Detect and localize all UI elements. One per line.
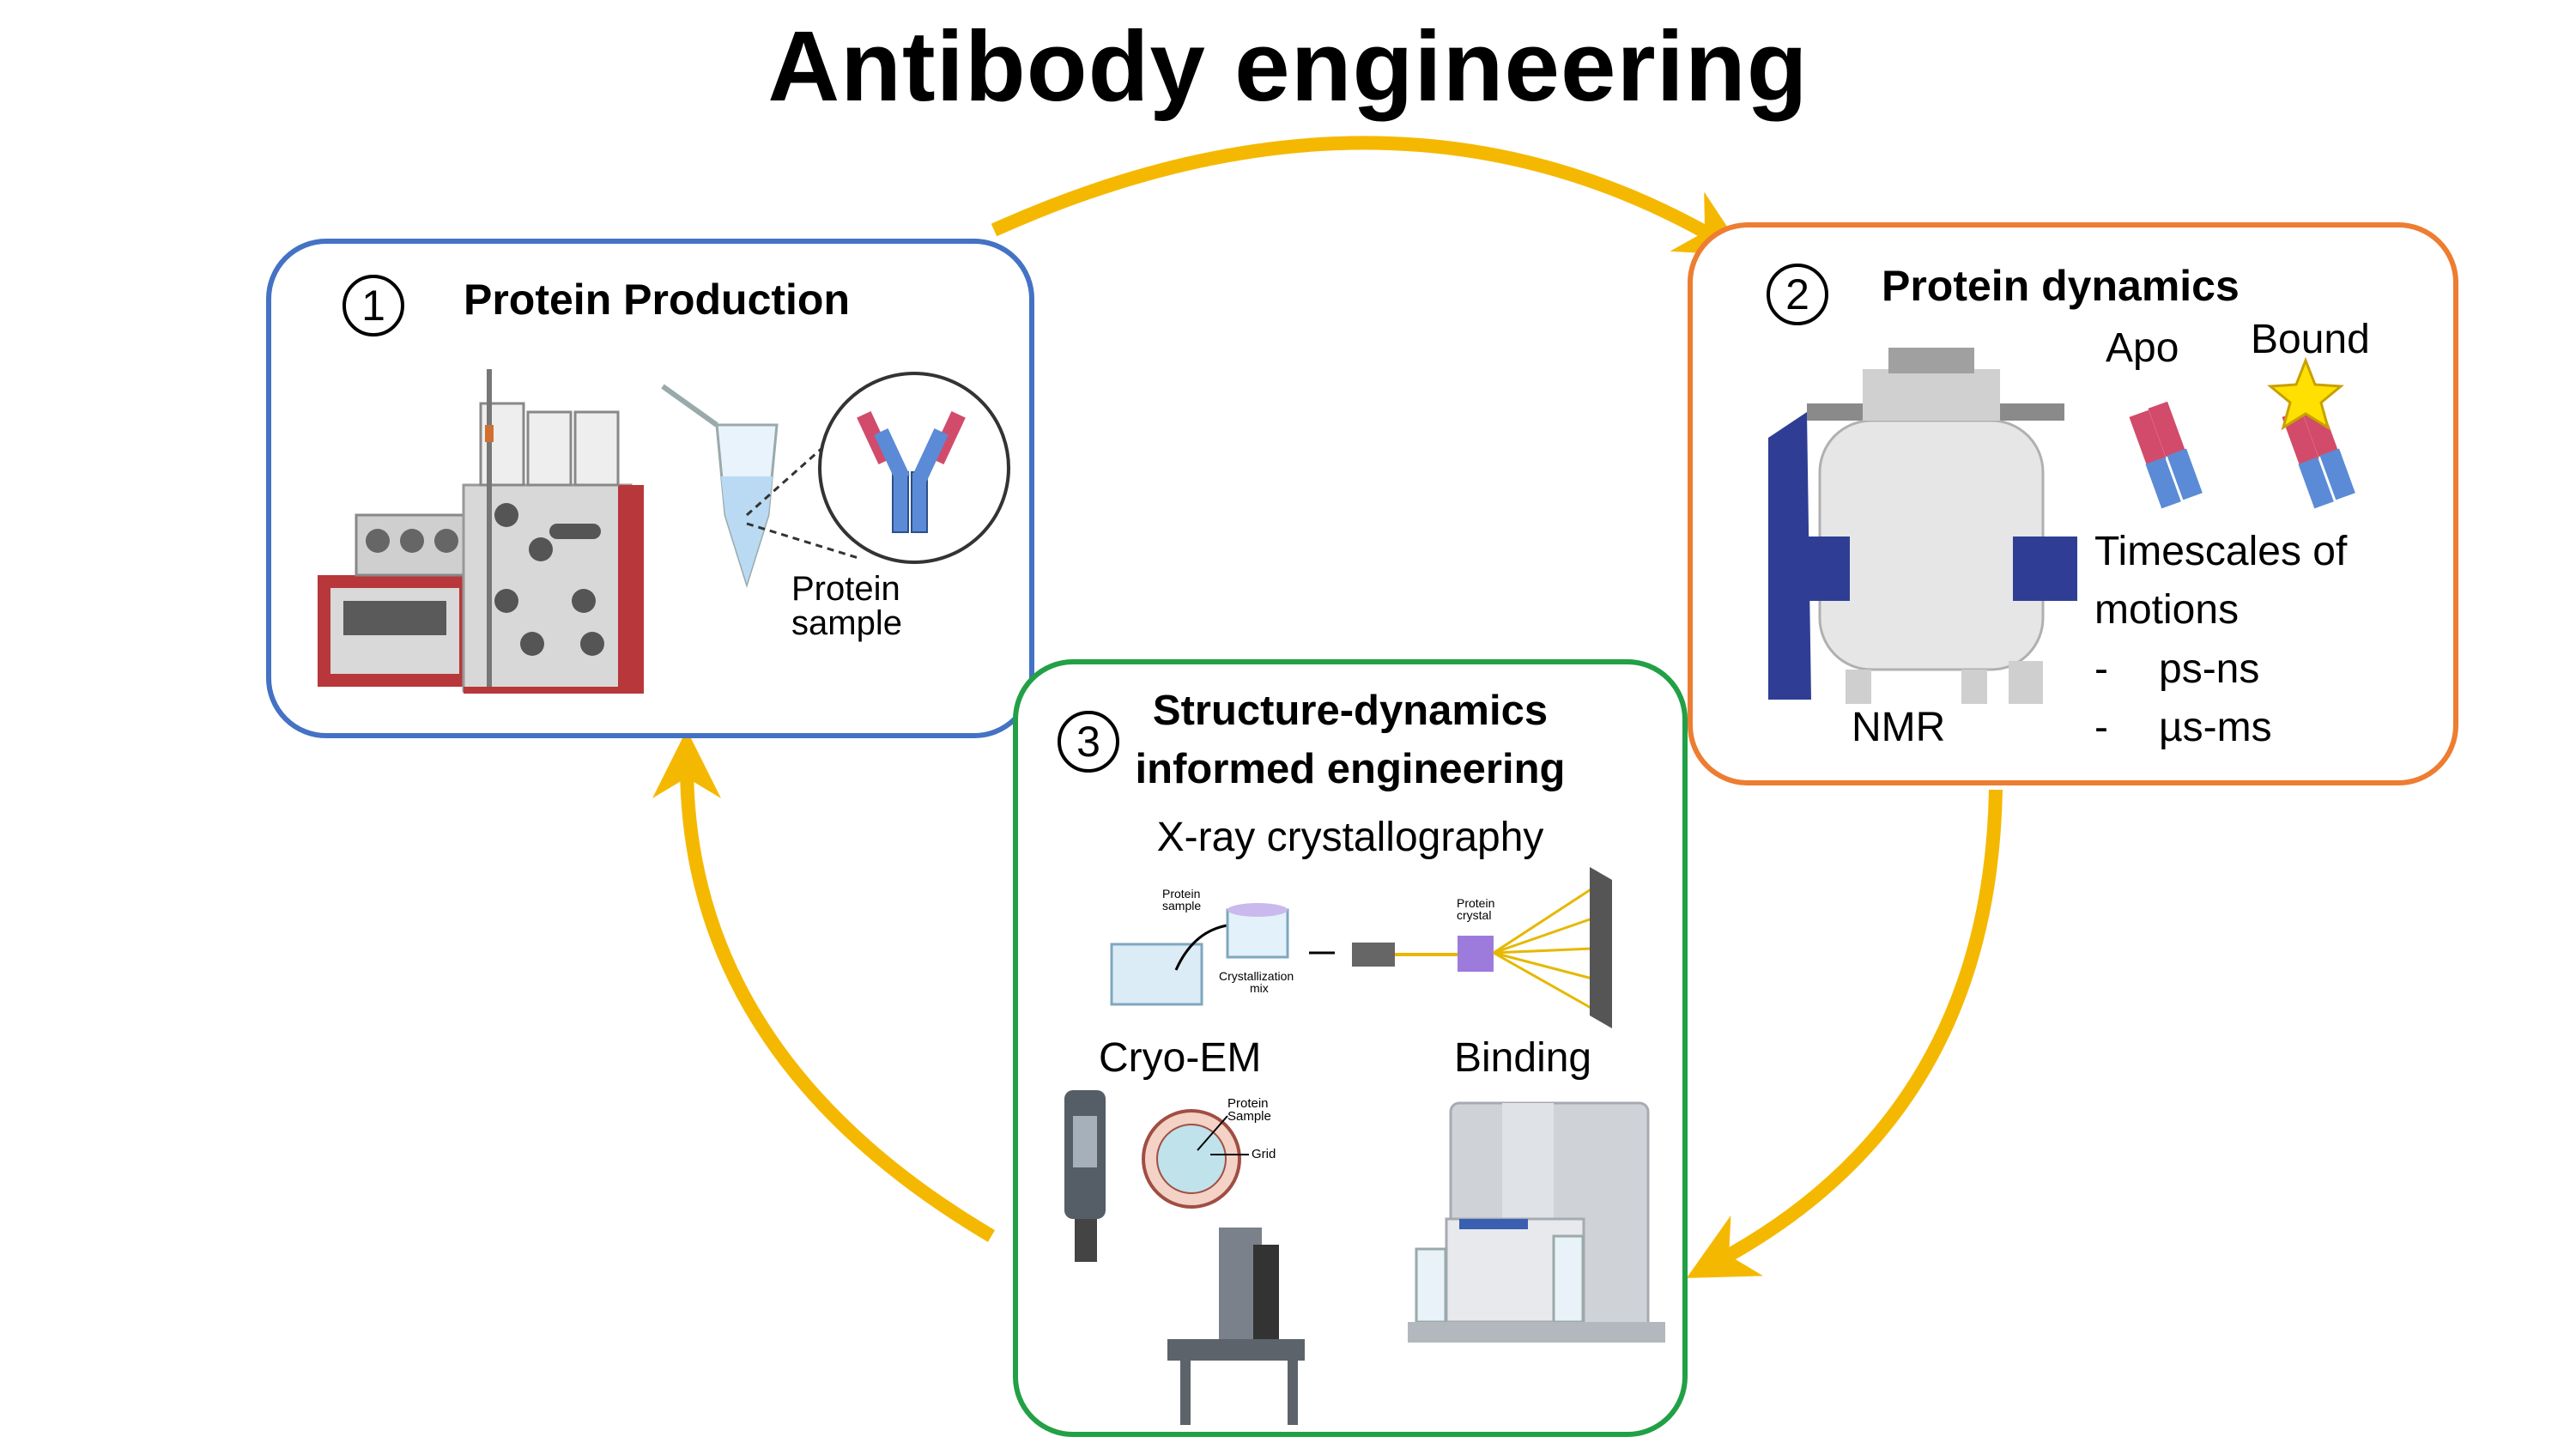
cryo-sample-label-line1: Protein (1227, 1096, 1269, 1111)
cryo-sample-label-line2: Sample (1227, 1109, 1271, 1124)
arrow-3-to-1 (652, 730, 996, 1242)
ligand-star-icon (2267, 356, 2344, 431)
binding-label: Binding (1454, 1035, 1592, 1081)
protein-crystal-label-line2: crystal (1457, 908, 1492, 922)
bound-antibody-icon (2267, 356, 2355, 509)
diagram-title: Antibody engineering (767, 10, 1809, 122)
step-number-3: 3 (1058, 711, 1119, 773)
step-number-2: 2 (1767, 264, 1828, 325)
panel3-heading-line1: Structure-dynamics (1152, 688, 1549, 734)
protein-sample-label-line1: Protein (791, 570, 900, 608)
nmr-magnet-icon (1768, 348, 2077, 704)
chromatography-system-icon (318, 369, 644, 694)
apo-antibody-icon (2129, 401, 2203, 509)
xray-label: X-ray crystallography (1156, 815, 1544, 860)
apo-label: Apo (2106, 325, 2179, 371)
xray-sample-label-line1: Protein (1162, 887, 1201, 900)
bullet-dash-2: - (2094, 705, 2108, 750)
arrow-1-to-2 (991, 136, 1747, 256)
bound-label: Bound (2251, 317, 2370, 362)
cryo-em-label: Cryo-EM (1099, 1035, 1262, 1081)
timescale-us-ms: µs-ms (2159, 705, 2272, 750)
timescales-line2: motions (2094, 587, 2240, 633)
timescales-line1: Timescales of (2094, 529, 2348, 574)
panel1-heading: Protein Production (464, 276, 850, 324)
antibody-zoom-icon (746, 372, 1010, 564)
cryo-em-instrument-icon (1064, 1090, 1305, 1425)
protein-crystal-label-line1: Protein (1457, 896, 1495, 910)
arrow-2-to-3 (1686, 789, 2003, 1278)
panel3-heading-line2: informed engineering (1135, 746, 1566, 792)
crystallization-label-line2: mix (1250, 981, 1269, 995)
binding-instrument-icon (1408, 1101, 1665, 1343)
bullet-dash-1: - (2094, 646, 2108, 692)
nmr-label: NMR (1852, 705, 1946, 750)
timescale-ps-ns: ps-ns (2159, 646, 2260, 692)
panel2-heading: Protein dynamics (1882, 262, 2240, 310)
crystallization-label-line1: Crystallization (1219, 969, 1294, 983)
xray-sample-label-line2: sample (1162, 899, 1202, 912)
protein-sample-label-line2: sample (791, 604, 902, 642)
xray-workflow-icon (1110, 867, 1612, 1028)
grid-label: Grid (1252, 1147, 1276, 1161)
step-number-1: 1 (342, 275, 404, 336)
